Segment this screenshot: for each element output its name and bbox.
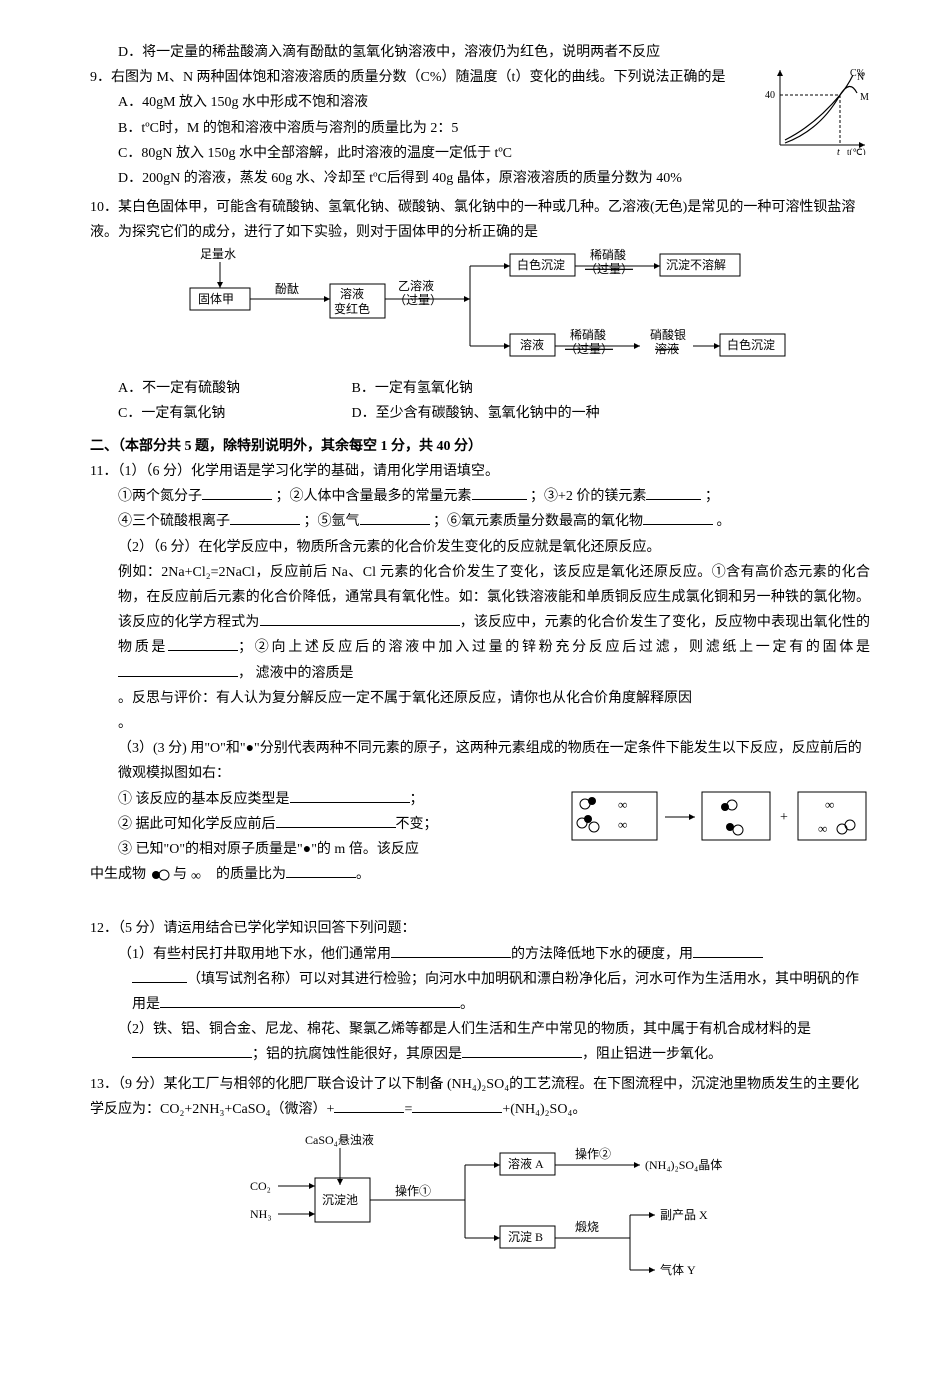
q13: 13．（9 分）某化工厂与相邻的化肥厂联合设计了以下制备 (NH₄)₂SO₄的工…	[90, 1072, 870, 1290]
svg-text:煅烧: 煅烧	[575, 1219, 599, 1234]
q12-stem: 12．（5 分）请运用结合已学化学知识回答下列问题：	[90, 916, 870, 941]
svg-text:M: M	[860, 92, 869, 103]
svg-text:CO₂: CO₂	[250, 1179, 271, 1193]
q11: 11．（1）（6 分）化学用语是学习化学的基础，请用化学用语填空。 ①两个氮分子…	[90, 459, 870, 887]
q9-stem: 9．右图为 M、N 两种固体饱和溶液溶质的质量分数（C%）随温度（t）变化的曲线…	[90, 65, 870, 90]
svg-text:∞: ∞	[825, 797, 834, 812]
svg-text:∞: ∞	[618, 817, 627, 832]
q9-c: C．80gN 放入 150g 水中全部溶解，此时溶液的温度一定低于 tºC	[90, 141, 870, 166]
section-2-title: 二、（本部分共 5 题，除特别说明外，其余每空 1 分，共 40 分）	[90, 434, 870, 459]
q13-flowchart: CaSO₄悬浊液 CO₂ NH₃ 沉淀池 操作① 溶液 A 操作② (NH₄)₂…	[190, 1130, 810, 1290]
svg-text:t(℃): t(℃)	[847, 147, 866, 155]
q9-a: A．40gM 放入 150g 水中形成不饱和溶液	[90, 90, 870, 115]
svg-text:溶液: 溶液	[655, 341, 679, 356]
svg-text:白色沉淀: 白色沉淀	[517, 257, 565, 272]
svg-text:稀硝酸: 稀硝酸	[590, 247, 626, 262]
q11-p1: 11．（1）（6 分）化学用语是学习化学的基础，请用化学用语填空。	[90, 459, 870, 484]
svg-text:酚酞: 酚酞	[275, 281, 299, 296]
q10: 10．某白色固体甲，可能含有硫酸钠、氢氧化钠、碳酸钠、氯化钠中的一种或几种。乙溶…	[90, 195, 870, 426]
svg-text:稀硝酸: 稀硝酸	[570, 327, 606, 342]
svg-text:足量水: 足量水	[200, 247, 236, 261]
q12: 12．（5 分）请运用结合已学化学知识回答下列问题： （1）有些村民打井取用地下…	[90, 916, 870, 1067]
q8-option-d: D．将一定量的稀盐酸滴入滴有酚酞的氢氧化钠溶液中，溶液仍为红色，说明两者不反应	[90, 40, 870, 65]
q13-stem: 13．（9 分）某化工厂与相邻的化肥厂联合设计了以下制备 (NH₄)₂SO₄的工…	[90, 1072, 870, 1122]
svg-text:变红色: 变红色	[334, 301, 370, 316]
svg-text:∞: ∞	[818, 821, 827, 836]
svg-text:NH₃: NH₃	[250, 1207, 272, 1221]
svg-text:固体甲: 固体甲	[198, 292, 234, 306]
svg-text:(NH₄)₂SO₄晶体: (NH₄)₂SO₄晶体	[645, 1158, 722, 1172]
q9-chart: C% 40 N M t t(℃)	[765, 65, 870, 155]
svg-text:白色沉淀: 白色沉淀	[727, 337, 775, 352]
svg-text:t: t	[837, 147, 840, 155]
q9-d: D．200gN 的溶液，蒸发 60g 水、冷却至 tºC后得到 40g 晶体，原…	[90, 166, 870, 191]
svg-text:沉淀不溶解: 沉淀不溶解	[666, 257, 726, 272]
q11-micro-diagram: ∞ ∞ + ∞ ∞	[570, 787, 870, 847]
svg-text:乙溶液: 乙溶液	[398, 278, 434, 293]
svg-text:溶液 A: 溶液 A	[508, 1156, 544, 1171]
svg-text:∞: ∞	[191, 869, 201, 882]
svg-text:（过量）: （过量）	[565, 342, 613, 356]
svg-text:沉淀池: 沉淀池	[322, 1193, 358, 1207]
svg-text:（过量）: （过量）	[394, 293, 442, 307]
q9-b: B．tºC时，M 的饱和溶液中溶质与溶剂的质量比为 2：5	[90, 116, 870, 141]
svg-text:溶液: 溶液	[340, 286, 364, 301]
svg-text:∞: ∞	[618, 797, 627, 812]
q11-p3: （3）(3 分) 用"O"和"●"分别代表两种不同元素的原子，这两种元素组成的物…	[90, 736, 870, 786]
q10-cd: C．一定有氯化钠 D．至少含有碳酸钠、氢氧化钠中的一种	[90, 401, 870, 426]
svg-text:（过量）: （过量）	[585, 262, 633, 276]
svg-text:副产品 X: 副产品 X	[660, 1208, 708, 1222]
svg-text:+: +	[780, 810, 788, 825]
q9: C% 40 N M t t(℃) 9．右图为 M、N 两种固体饱和溶液溶质的质量…	[90, 65, 870, 191]
chart-yval: 40	[765, 90, 775, 101]
svg-text:沉淀 B: 沉淀 B	[508, 1230, 543, 1244]
svg-text:气体 Y: 气体 Y	[660, 1262, 696, 1277]
svg-text:硝酸银: 硝酸银	[650, 327, 686, 342]
svg-text:N: N	[857, 72, 864, 83]
q10-flowchart: 足量水 固体甲 酚酞 溶液 变红色 乙溶液 （过量） 白色沉淀 稀硝酸 （过量）…	[150, 246, 850, 376]
svg-text:溶液: 溶液	[520, 337, 544, 352]
svg-text:操作②: 操作②	[575, 1146, 611, 1161]
svg-text:操作①: 操作①	[395, 1183, 431, 1198]
q10-ab: A．不一定有硫酸钠 B．一定有氢氧化钠	[90, 376, 870, 401]
q10-stem: 10．某白色固体甲，可能含有硫酸钠、氢氧化钠、碳酸钠、氯化钠中的一种或几种。乙溶…	[90, 195, 870, 245]
svg-text:CaSO₄悬浊液: CaSO₄悬浊液	[305, 1132, 374, 1147]
